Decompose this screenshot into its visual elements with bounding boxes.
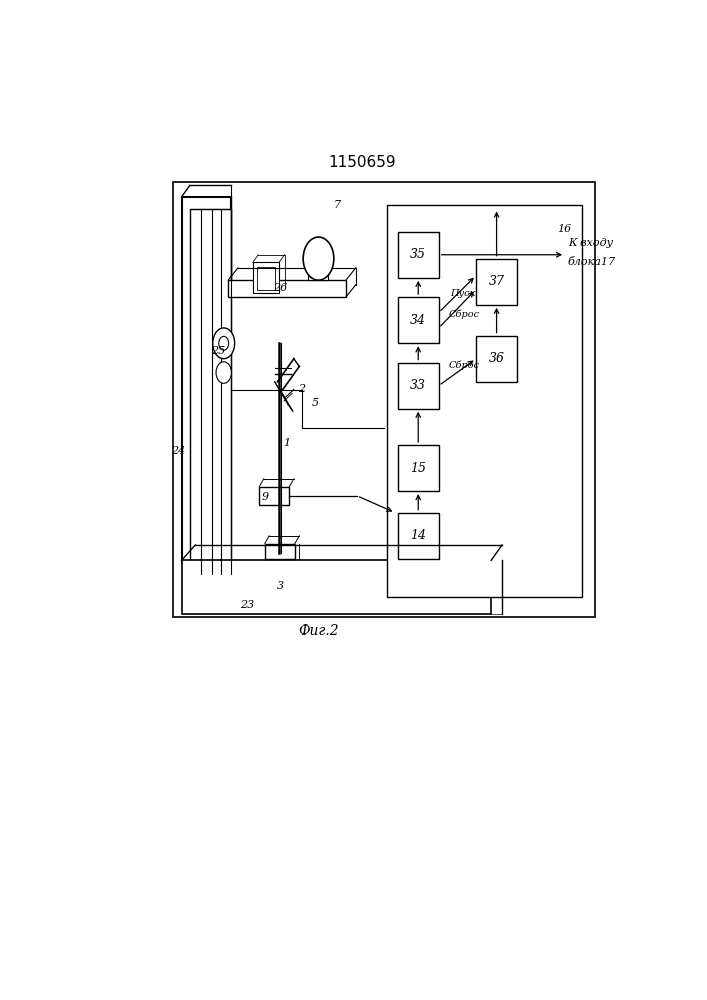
Text: К входу: К входу: [568, 238, 613, 248]
Circle shape: [216, 362, 231, 383]
Text: блока17: блока17: [568, 257, 616, 267]
Text: 37: 37: [489, 275, 505, 288]
Bar: [397, 232, 439, 278]
Text: 2: 2: [298, 384, 305, 394]
Text: 1: 1: [284, 438, 291, 448]
Text: 33: 33: [410, 379, 426, 392]
Text: 36: 36: [489, 352, 505, 365]
Text: 34: 34: [410, 314, 426, 327]
Bar: [257, 267, 274, 290]
Text: Пуск: Пуск: [450, 289, 476, 298]
Text: 26: 26: [273, 283, 287, 293]
Circle shape: [218, 336, 228, 350]
Circle shape: [303, 237, 334, 280]
Text: Сброс: Сброс: [449, 360, 480, 370]
Bar: [265, 543, 295, 559]
Text: 23: 23: [240, 600, 255, 610]
Text: 35: 35: [410, 248, 426, 261]
Text: 14: 14: [410, 529, 426, 542]
Text: 5: 5: [312, 398, 320, 408]
Bar: [397, 363, 439, 409]
Bar: [189, 209, 231, 574]
Text: Сброс: Сброс: [449, 309, 480, 319]
Bar: [259, 487, 289, 505]
Bar: [182, 197, 231, 563]
Bar: [253, 262, 279, 293]
Bar: [308, 265, 328, 280]
Text: 3: 3: [276, 581, 284, 591]
Bar: [397, 297, 439, 343]
Bar: [173, 182, 595, 617]
Bar: [182, 560, 491, 614]
Text: 15: 15: [410, 462, 426, 475]
Bar: [397, 445, 439, 491]
Bar: [476, 336, 517, 382]
Bar: [387, 205, 582, 597]
Text: 7: 7: [334, 200, 341, 210]
Text: 9: 9: [262, 492, 269, 502]
Bar: [228, 280, 346, 297]
Bar: [476, 259, 517, 305]
Text: 25: 25: [211, 346, 226, 356]
Text: Фиг.2: Фиг.2: [298, 624, 339, 638]
Text: 24: 24: [170, 446, 185, 456]
Text: 1150659: 1150659: [329, 155, 396, 170]
Text: 16: 16: [557, 224, 571, 234]
Bar: [397, 513, 439, 559]
Circle shape: [213, 328, 235, 359]
